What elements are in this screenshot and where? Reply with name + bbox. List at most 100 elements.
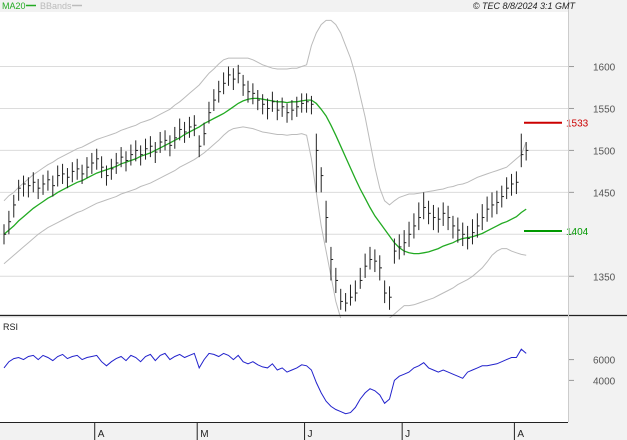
ohlc-bar [198, 135, 202, 158]
ohlc-bar [481, 204, 485, 231]
ohlc-bar [418, 202, 421, 231]
ohlc-bar [486, 196, 490, 222]
ohlc-bar [203, 122, 207, 146]
price-grid [0, 66, 568, 277]
copyright-text: © TEC 8/8/2024 3:1 GMT [473, 1, 577, 11]
ohlc-bar [169, 135, 173, 157]
ohlc-bar [247, 80, 251, 103]
ohlc-bar [164, 130, 168, 151]
ohlc-bar [110, 158, 114, 180]
ohlc-bar [345, 293, 348, 312]
rsi-y-tick-label: 6000 [593, 356, 616, 367]
price-levels: 1533 1404 [524, 119, 589, 238]
ohlc-bar [218, 80, 221, 103]
rsi-path [3, 348, 527, 415]
ohlc-bar [188, 116, 192, 138]
ohlc-bar [76, 158, 80, 180]
price-panel: 1350 1450 1500 1550 1600 1533 1404 [0, 12, 616, 338]
ohlc-bar [96, 148, 99, 170]
ohlc-bar [257, 90, 260, 111]
bbands-lines [3, 19, 527, 338]
ohlc-bar [442, 202, 446, 226]
ohlc-bar [115, 152, 119, 174]
legend-bbands: BBands [40, 1, 72, 11]
ohlc-bar [320, 167, 324, 193]
ohlc-bar [32, 172, 36, 193]
x-tick-label: M [200, 429, 208, 440]
bbands-lower-line [3, 126, 527, 338]
ohlc-bar [325, 200, 329, 243]
price-y-tick-label: 1500 [593, 146, 616, 157]
price-y-tick-label: 1450 [593, 188, 616, 199]
x-tick-label: A [98, 429, 105, 440]
ohlc-bar [315, 133, 319, 193]
ohlc-bar [525, 142, 529, 161]
ohlc-bar [384, 280, 387, 304]
ohlc-bar [457, 217, 461, 243]
ohlc-bar [8, 210, 12, 235]
ohlc-bar [237, 64, 241, 84]
ohlc-bar [496, 190, 500, 215]
ohlc-bar [491, 192, 495, 218]
ohlc-bar [62, 163, 65, 184]
ohlc-bar [179, 118, 182, 141]
ohlc-bar [208, 101, 212, 124]
ohlc-bar [301, 93, 304, 113]
x-tick-label: A [517, 429, 524, 440]
rsi-label: RSI [3, 322, 18, 332]
ohlc-bars [3, 64, 529, 312]
ohlc-bar [467, 225, 470, 250]
ohlc-bar [13, 194, 16, 218]
ohlc-bar [286, 103, 290, 123]
ohlc-bar [379, 255, 382, 281]
ohlc-bar [227, 66, 231, 86]
ohlc-bar [506, 177, 509, 200]
ohlc-bar [174, 126, 177, 149]
ohlc-bar [428, 200, 431, 225]
ohlc-bar [398, 234, 402, 260]
ohlc-bar [223, 72, 226, 95]
ohlc-bar [281, 97, 285, 117]
ohlc-bar [423, 192, 426, 220]
rsi-line [3, 348, 527, 415]
ohlc-bar [193, 115, 197, 137]
ohlc-bar [462, 222, 465, 247]
ohlc-bar [184, 121, 187, 143]
ohlc-bar [452, 215, 456, 239]
ohlc-bar [37, 178, 41, 200]
ohlc-bar [86, 157, 90, 179]
x-tick-label: J [405, 429, 410, 440]
ohlc-bar [349, 284, 353, 306]
ohlc-bar [145, 138, 148, 160]
ohlc-bar [306, 93, 309, 113]
ohlc-bar [149, 136, 153, 158]
ohlc-bar [91, 152, 95, 174]
ohlc-bar [135, 140, 138, 162]
rsi-panel: RSI 4000 6000 [0, 318, 616, 422]
price-plot-area [0, 12, 568, 314]
ohlc-bar [252, 83, 256, 105]
ohlc-bar [140, 145, 143, 166]
ohlc-bar [71, 162, 75, 183]
ohlc-bar [310, 95, 314, 115]
ohlc-bar [18, 179, 21, 201]
ohlc-bar [393, 238, 397, 264]
ohlc-bar [276, 100, 280, 121]
ohlc-bar [330, 246, 334, 281]
ohlc-bar [101, 156, 104, 179]
ohlc-bar [471, 219, 475, 245]
ohlc-bar [511, 173, 514, 196]
ohlc-bar [520, 133, 524, 168]
ohlc-bar [27, 177, 31, 198]
ohlc-bar [57, 165, 60, 187]
ohlc-bar [364, 253, 368, 278]
ohlc-bar [340, 288, 343, 310]
ohlc-bar [81, 164, 85, 184]
price-y-tick-label: 1600 [593, 63, 616, 74]
rsi-y-tick-label: 4000 [593, 376, 616, 387]
ma20-path [3, 97, 527, 255]
ohlc-bar [105, 165, 109, 186]
ohlc-bar [23, 175, 26, 197]
